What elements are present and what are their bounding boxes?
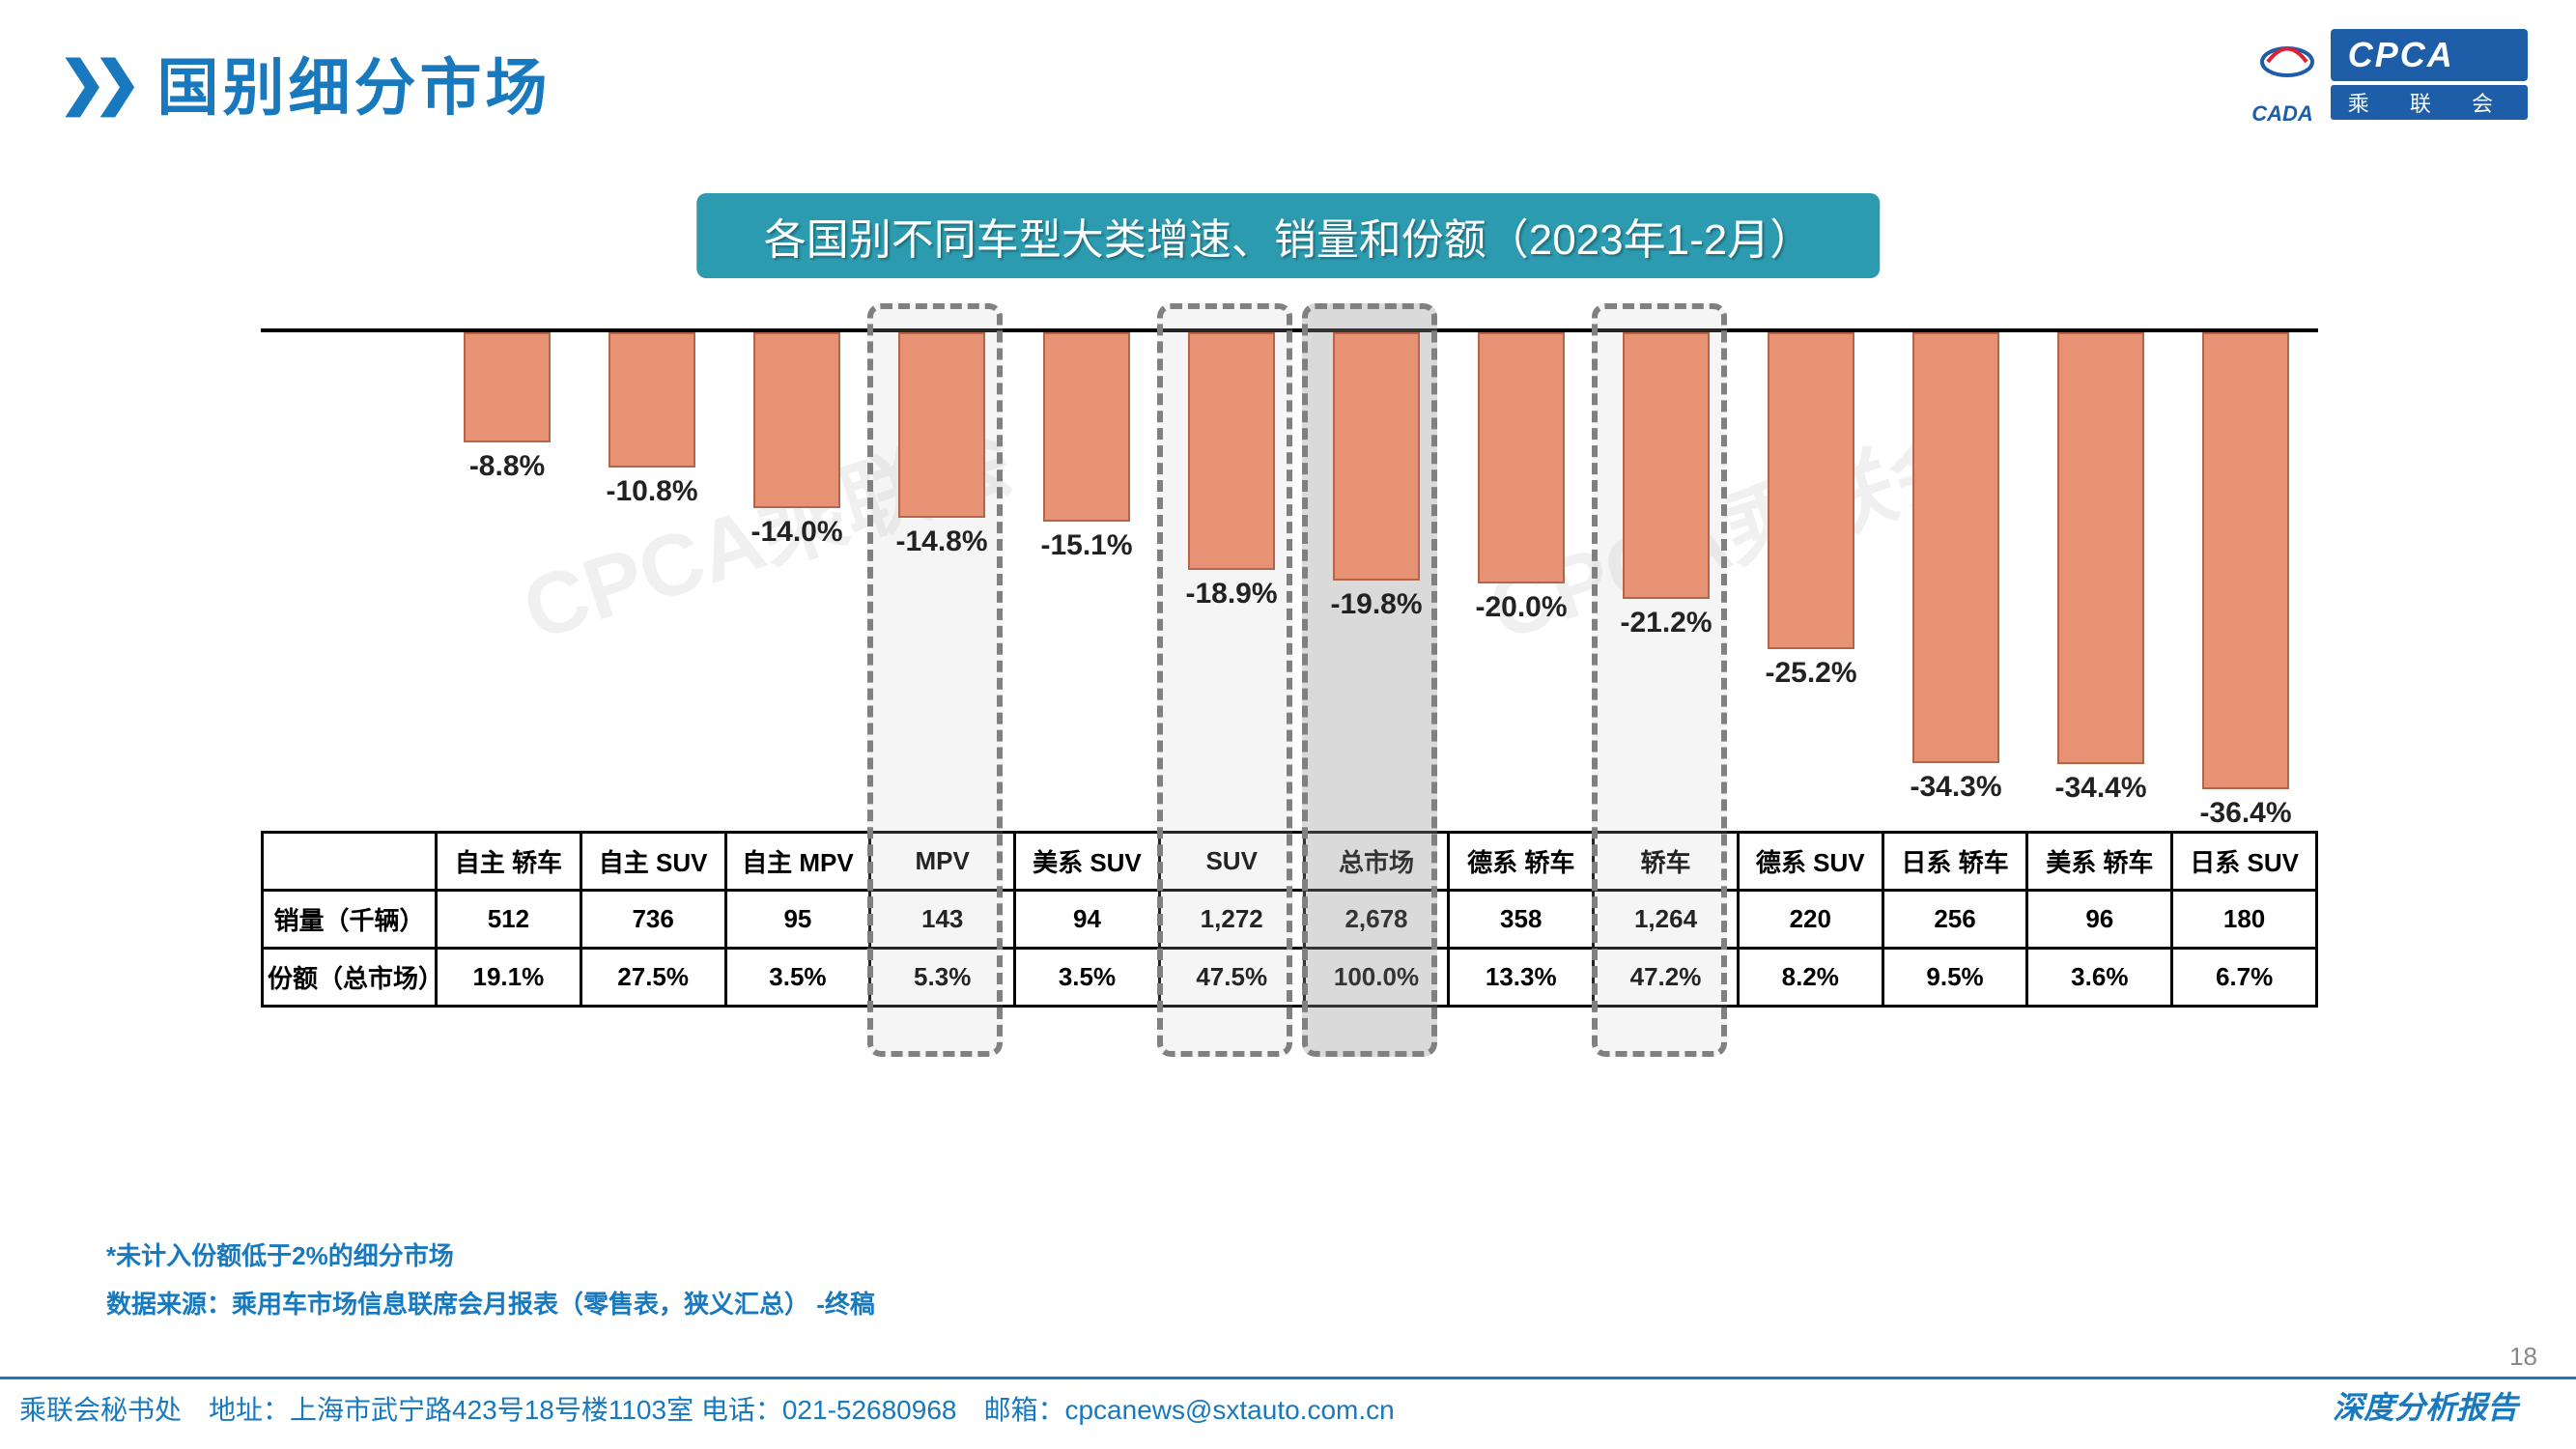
table-cell: 3.6%	[2027, 949, 2172, 1007]
bar	[1768, 332, 1854, 649]
footer-divider	[0, 1377, 2576, 1379]
bar-column: -15.1%	[1024, 332, 1149, 562]
table-cell: 256	[1882, 891, 2027, 949]
table-col-header: 日系 轿车	[1882, 833, 2027, 891]
table-col-header: 自主 SUV	[580, 833, 725, 891]
bar-column: -21.2%	[1603, 332, 1729, 639]
table-col-header: 美系 轿车	[2027, 833, 2172, 891]
table-col-header: 日系 SUV	[2172, 833, 2317, 891]
bar	[609, 332, 695, 468]
bar-column: -14.8%	[879, 332, 1005, 558]
bar	[1623, 332, 1710, 599]
table-cell: 6.7%	[2172, 949, 2317, 1007]
bar-value-label: -14.0%	[750, 516, 842, 549]
bar-value-label: -19.8%	[1330, 588, 1422, 621]
table-cell: 220	[1738, 891, 1882, 949]
table-cell: 94	[1015, 891, 1160, 949]
bar	[2057, 332, 2144, 764]
table-col-header: 自主 MPV	[725, 833, 870, 891]
table-col-header: 德系 轿车	[1449, 833, 1594, 891]
bar	[2202, 332, 2289, 789]
table-col-header: 德系 SUV	[1738, 833, 1882, 891]
bar-column: -36.4%	[2183, 332, 2308, 830]
bar-value-label: -18.9%	[1185, 578, 1277, 611]
bar-column: -19.8%	[1314, 332, 1439, 621]
bar-value-label: -34.4%	[2054, 772, 2146, 805]
footer-contact: 乘联会秘书处 地址：上海市武宁路423号18号楼1103室 电话：021-526…	[19, 1389, 1395, 1428]
bar	[898, 332, 985, 518]
chart-area: -8.8% -10.8% -14.0% -14.8% -15.1% -18.9% -19.8…	[261, 328, 2318, 1008]
table-row-header: 销量（千辆）	[263, 891, 437, 949]
table-cell: 8.2%	[1738, 949, 1882, 1007]
table-cell: 736	[580, 891, 725, 949]
table-cell: 3.5%	[1015, 949, 1160, 1007]
table-cell: 180	[2172, 891, 2317, 949]
footer-report-name: 深度分析报告	[2333, 1383, 2518, 1428]
bar	[1478, 332, 1565, 583]
footnote-source: 数据来源：乘用车市场信息联席会月报表（零售表，狭义汇总） -终稿	[106, 1285, 875, 1321]
bar	[1043, 332, 1130, 522]
table-cell: 358	[1449, 891, 1594, 949]
footnote-exclusion: *未计入份额低于2%的细分市场	[106, 1236, 454, 1272]
bar-column: -8.8%	[444, 332, 570, 483]
bars-zone: -8.8% -10.8% -14.0% -14.8% -15.1% -18.9% -19.8…	[261, 328, 2318, 831]
table-cell: 13.3%	[1449, 949, 1594, 1007]
table-cell: 19.1%	[437, 949, 581, 1007]
bar	[1912, 332, 1999, 763]
bar-value-label: -10.8%	[606, 475, 697, 508]
header: ❯❯ 国别细分市场	[58, 39, 552, 128]
table-col-header: 美系 SUV	[1015, 833, 1160, 891]
bar-value-label: -15.1%	[1040, 529, 1132, 562]
bar	[753, 332, 840, 508]
table-col-header: 自主 轿车	[437, 833, 581, 891]
bar-value-label: -25.2%	[1765, 657, 1856, 690]
bar	[1188, 332, 1275, 570]
page-title: 国别细分市场	[157, 39, 552, 128]
table-cell: 96	[2027, 891, 2172, 949]
bar-column: -14.0%	[734, 332, 860, 549]
bar-value-label: -14.8%	[895, 526, 987, 558]
bar-column: -34.3%	[1893, 332, 2019, 804]
bar-column: -25.2%	[1748, 332, 1874, 690]
table-cell: 3.5%	[725, 949, 870, 1007]
logo-cada-text: CADA	[2251, 101, 2313, 127]
table-cell: 95	[725, 891, 870, 949]
page-number: 18	[2509, 1342, 2537, 1372]
table-cell: 9.5%	[1882, 949, 2027, 1007]
bar-value-label: -20.0%	[1475, 591, 1567, 624]
bar-column: -20.0%	[1458, 332, 1584, 624]
logo: CADA CPCA 乘 联 会	[2251, 29, 2528, 120]
bar	[464, 332, 551, 442]
table-cell: 512	[437, 891, 581, 949]
table-row-header	[263, 833, 437, 891]
slide-root: CPCA乘联会 CPCA乘联会 ❯❯ 国别细分市场 CADA CPCA 乘 联 …	[0, 0, 2576, 1449]
logo-cpca-sub: 乘 联 会	[2331, 85, 2528, 120]
chevron-icon: ❯❯	[58, 49, 128, 117]
table-row-header: 份额（总市场）	[263, 949, 437, 1007]
bar-value-label: -8.8%	[469, 450, 545, 483]
bar-column: -18.9%	[1169, 332, 1294, 611]
bar-column: -34.4%	[2038, 332, 2164, 805]
table-cell: 27.5%	[580, 949, 725, 1007]
bar-value-label: -36.4%	[2199, 797, 2291, 830]
logo-cpca-text: CPCA	[2331, 29, 2528, 81]
logo-cada-icon: CADA	[2251, 40, 2323, 109]
bar-value-label: -21.2%	[1620, 607, 1712, 639]
bar-column: -10.8%	[589, 332, 715, 508]
chart-subtitle: 各国别不同车型大类增速、销量和份额（2023年1-2月）	[696, 193, 1880, 278]
bar-value-label: -34.3%	[1910, 771, 2001, 804]
bar	[1333, 332, 1420, 581]
